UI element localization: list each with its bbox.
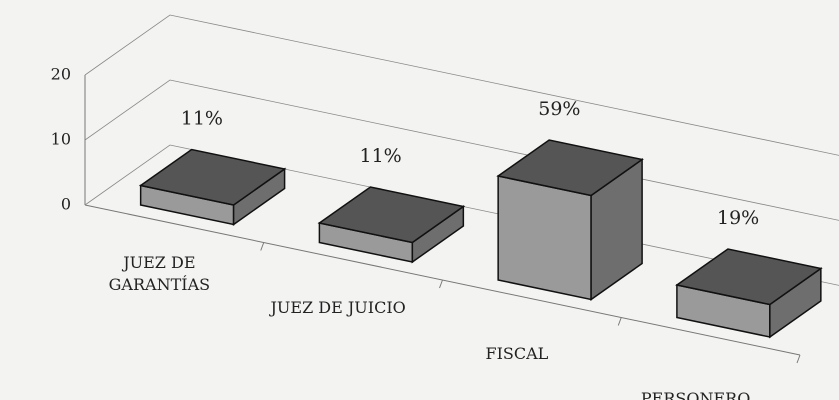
grid-line	[84, 14, 839, 156]
x-tick	[796, 354, 801, 364]
grid-line	[84, 79, 839, 221]
value-label: 19%	[717, 207, 759, 229]
x-tick-label: JUEZ DE JUICIO	[270, 298, 406, 318]
bar-top	[675, 248, 823, 306]
bar-top	[138, 148, 287, 206]
x-tick-label: JUEZ DE GARANTÍAS	[108, 252, 211, 294]
x-tick	[439, 279, 443, 289]
grid-line	[84, 144, 839, 286]
bar-top	[496, 139, 644, 197]
y-tick-label: 20	[51, 65, 71, 84]
x-tick	[260, 242, 265, 251]
bar-front	[497, 175, 592, 301]
bar-top	[317, 186, 466, 244]
value-label: 59%	[538, 98, 580, 120]
x-tick-label: FISCAL	[485, 343, 549, 363]
value-label: 11%	[360, 145, 402, 167]
value-label: 11%	[181, 107, 223, 129]
x-tick	[617, 317, 622, 326]
y-tick-label: 0	[61, 195, 71, 214]
x-tick-label: PERSONERO	[640, 389, 751, 400]
y-tick-label: 10	[51, 130, 71, 149]
